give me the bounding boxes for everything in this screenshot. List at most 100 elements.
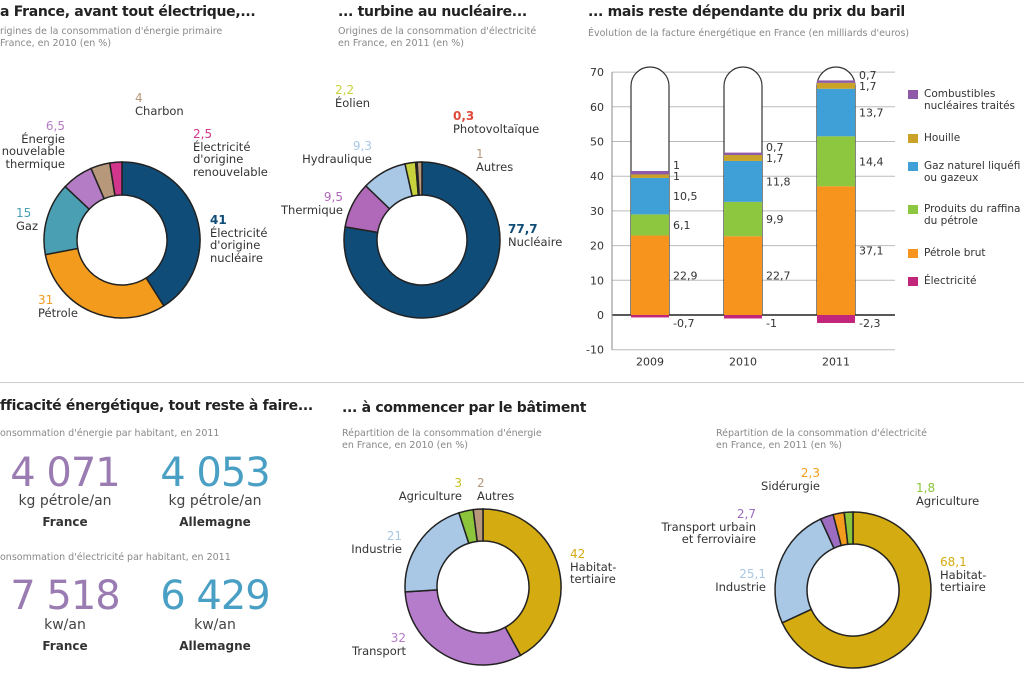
label-gaz: 15 Gaz (16, 206, 38, 233)
france-energy-unit: kg pétrole/an (18, 493, 112, 509)
legend-label: nucléaires traités (924, 100, 1015, 112)
bar-segment (631, 315, 669, 318)
x-tick-label: 2011 (822, 356, 850, 369)
legend-swatch (908, 90, 918, 99)
y-tick-label: 10 (590, 274, 604, 287)
chart2-title: ... turbine au nucléaire... (338, 4, 527, 20)
bar-value-label: 13,7 (859, 107, 884, 120)
label-thermique: 9,5 Thermique (281, 190, 343, 217)
label-industrie-elec: 25,1 Industrie (715, 567, 766, 594)
chart1-title: a France, avant tout électrique,... (0, 4, 256, 20)
chart1-subtitle: rigines de la consommation d'énergie pri… (0, 26, 223, 49)
bar-segment (724, 155, 762, 161)
france-energy-country: France (42, 515, 88, 529)
france-elec-unit: kw/an (44, 617, 86, 633)
chart4-subtitle: Répartition de la consommation d'énergie… (342, 428, 542, 451)
y-tick-label: 70 (590, 66, 604, 79)
bar-value-label: 11,8 (766, 175, 791, 188)
legend-label: du pétrole (924, 215, 978, 227)
y-tick-label: 60 (590, 101, 604, 114)
chart3-subtitle: Évolution de la facture énergétique en F… (588, 28, 910, 39)
label-charbon: 4 Charbon (135, 91, 184, 118)
label-autres-energie: 2 Autres (477, 476, 515, 503)
legend-label: Électricité (924, 275, 977, 287)
bar-segment (631, 177, 669, 215)
y-tick-label: 50 (590, 136, 604, 149)
label-transport: 32 Transport (352, 631, 406, 658)
donut-slice (774, 518, 835, 624)
chart3-title: ... mais reste dépendante du prix du bar… (588, 4, 905, 20)
legend-label: Gaz naturel liquéfi (924, 160, 1021, 172)
y-tick-label: 40 (590, 170, 604, 183)
y-tick-label: -10 (586, 344, 604, 357)
bar-segment (631, 170, 669, 175)
bar-segment (724, 236, 762, 315)
chart4-title: ... à commencer par le bâtiment (342, 400, 587, 416)
donut-slice (121, 161, 201, 307)
label-habitat-tertiaire: 42 Habitat-tertiaire (570, 547, 617, 586)
france-elec-country: France (42, 639, 88, 653)
legend-swatch (908, 277, 918, 286)
legend-item: Électricité (908, 275, 976, 287)
donut-slice (343, 161, 501, 319)
bar-segment (817, 82, 855, 89)
donut-slice (404, 511, 470, 593)
label-transport-urbain: 2,7 Transport urbain et ferroviaire (661, 507, 756, 546)
legend-label: ou gazeux (924, 172, 979, 184)
legend-swatch (908, 162, 918, 171)
donut-slice (843, 511, 854, 546)
bar-segment (817, 80, 855, 83)
label-siderurgie: 2,3 Sidérurgie (761, 466, 820, 493)
label-agriculture: 3 Agriculture (398, 476, 462, 503)
label-electricite-renouvelable: 2,5 Électricité d'origine renouvelable (193, 127, 268, 179)
bar-value-label: 10,5 (673, 190, 698, 203)
bar-value-label: -1 (766, 317, 777, 330)
x-tick-label: 2010 (729, 356, 757, 369)
legend-item: Houille (908, 132, 960, 144)
bar-chart: 706050403020100-1022,96,110,511-0,720092… (586, 66, 895, 369)
label-energie-renouvelable-thermique: 6,5 Énergie nouvelable thermique (1, 119, 65, 171)
bar-segment (724, 152, 762, 156)
donut-slice (781, 511, 932, 669)
bar-segment (724, 201, 762, 237)
x-tick-label: 2009 (636, 356, 664, 369)
bar-value-label: -0,7 (673, 317, 694, 330)
bar-value-label: 1 (673, 170, 680, 183)
label-petrole: 31 Pétrole (38, 293, 78, 320)
germany-elec-country: Allemagne (179, 639, 251, 653)
donut-primary-energy (43, 161, 201, 319)
germany-energy-value: 4 053 (160, 450, 271, 496)
bar-segment (724, 315, 762, 319)
legend-item: Combustibles nucléaires traités (908, 88, 1015, 112)
donut-energy-consumption (404, 508, 562, 666)
label-habitat-tertiaire-elec: 68,1 Habitat-tertiaire (940, 555, 987, 594)
label-eolien: 2,2 Éolien (335, 83, 371, 110)
bar-value-label: 22,9 (673, 269, 698, 282)
france-elec-value: 7 518 (10, 573, 121, 619)
legend-label: Produits du raffina (924, 203, 1021, 215)
label-photovoltaique: 0,3 Photovoltaïque (453, 109, 540, 136)
bar-value-label: 14,4 (859, 155, 884, 168)
bar-segment (724, 160, 762, 202)
bar-value-label: 6,1 (673, 219, 691, 232)
bar-segment (631, 214, 669, 236)
y-tick-label: 30 (590, 205, 604, 218)
bar-value-label: 1 (673, 159, 680, 172)
label-hydraulique: 9,3 Hydraulique (302, 139, 372, 166)
bar-value-label: 9,9 (766, 213, 784, 226)
bar-value-label: 37,1 (859, 245, 884, 258)
legend-item: Produits du raffina du pétrole (908, 203, 1020, 227)
legend-swatch (908, 134, 918, 143)
donut-slice (44, 247, 165, 319)
elec-subtitle: onsommation d'électricité par habitant, … (0, 552, 231, 563)
legend-label: Pétrole brut (924, 247, 986, 259)
france-energy-value: 4 071 (10, 450, 121, 496)
legend-item: Pétrole brut (908, 247, 986, 259)
bar-segment (817, 315, 855, 323)
bar-segment (817, 88, 855, 137)
y-tick-label: 20 (590, 240, 604, 253)
label-industrie: 21 Industrie (351, 529, 402, 556)
label-nucleaire: 77,7 Nucléaire (508, 222, 563, 249)
energy-subtitle: onsommation d'énergie par habitant, en 2… (0, 428, 220, 439)
label-electricite-nucleaire: 41 Électricité d'origine nucléaire (210, 213, 268, 265)
